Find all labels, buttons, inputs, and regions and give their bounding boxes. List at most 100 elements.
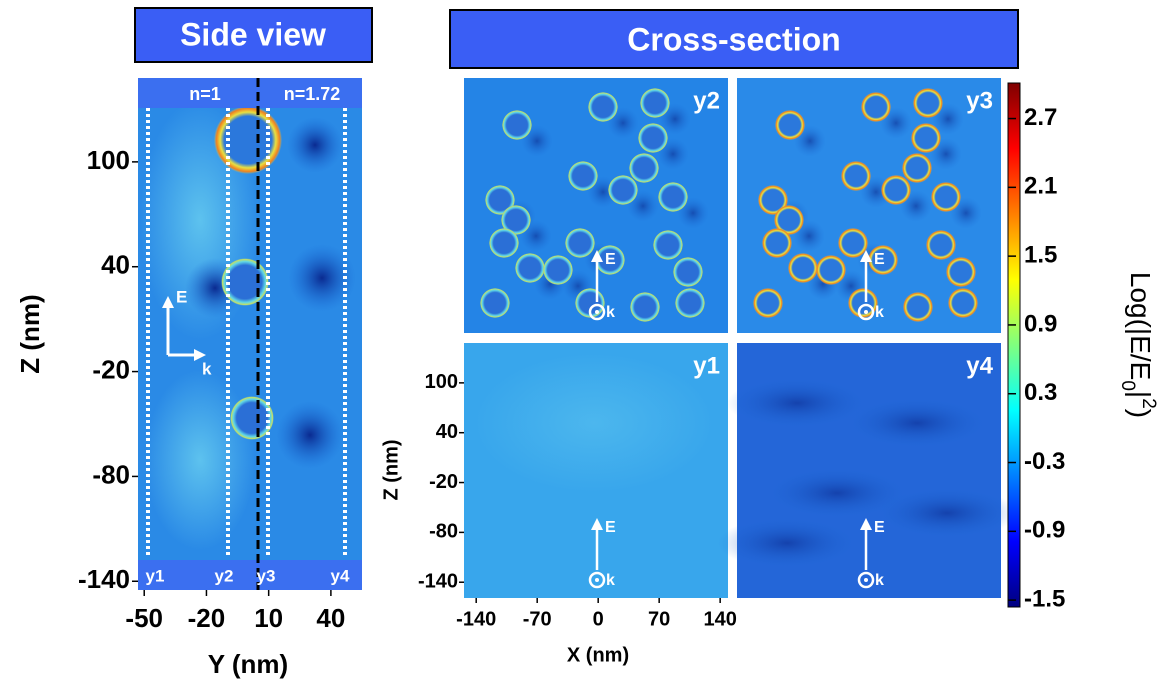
particle bbox=[775, 110, 805, 140]
panel-label: y4 bbox=[966, 352, 993, 379]
particle bbox=[841, 161, 871, 191]
side-title: Side view bbox=[180, 16, 326, 52]
field-e: E bbox=[874, 251, 885, 268]
cut-lines bbox=[146, 108, 347, 558]
colorbar-tick-label: 0.9 bbox=[1024, 310, 1057, 337]
colorbar bbox=[1007, 82, 1021, 608]
field-k: k bbox=[606, 572, 615, 589]
field-spot bbox=[877, 488, 1017, 538]
particle bbox=[931, 182, 961, 212]
field-arrow-head bbox=[860, 518, 872, 530]
field-e: E bbox=[176, 287, 187, 306]
particle bbox=[565, 228, 595, 258]
x-tick-label: 0 bbox=[593, 608, 604, 630]
field-spot bbox=[717, 518, 857, 568]
particle bbox=[774, 205, 804, 235]
medium-label: n=1.72 bbox=[284, 84, 341, 104]
label-part: 2 bbox=[1138, 398, 1159, 409]
particle bbox=[658, 182, 688, 212]
x-tick-label: -50 bbox=[125, 603, 163, 633]
k-dot bbox=[595, 578, 599, 582]
particle bbox=[762, 228, 792, 258]
particle bbox=[848, 288, 878, 318]
x-tick-label: 140 bbox=[703, 608, 736, 630]
particle bbox=[214, 106, 282, 174]
colorbar-tick-label: 0.3 bbox=[1024, 379, 1057, 406]
field-spot bbox=[276, 401, 344, 469]
y-tick-label: -20 bbox=[429, 471, 458, 493]
particle bbox=[913, 88, 943, 118]
particle bbox=[630, 292, 660, 322]
colorbar-tick-label: 1.5 bbox=[1024, 241, 1057, 268]
field-spot bbox=[727, 378, 867, 428]
x-axis-title: X (nm) bbox=[567, 644, 629, 666]
y-tick-label: -80 bbox=[429, 521, 458, 543]
title-box bbox=[134, 7, 373, 63]
field-glow bbox=[145, 370, 255, 550]
y-axis-title: Z (nm) bbox=[15, 294, 45, 373]
x-tick-label: -20 bbox=[188, 603, 226, 633]
panel-label: y3 bbox=[966, 87, 993, 114]
y-tick-label: -140 bbox=[418, 570, 458, 592]
particle bbox=[485, 185, 515, 215]
particle bbox=[629, 153, 659, 183]
colorbar-tick-label: 2.7 bbox=[1024, 104, 1057, 131]
field-glow bbox=[474, 353, 714, 493]
colorbar-label: Log(|E/E0|2) bbox=[1117, 272, 1159, 418]
field-e: E bbox=[605, 251, 616, 268]
particle bbox=[588, 92, 618, 122]
field-spot bbox=[847, 398, 987, 448]
x-tick-label: 70 bbox=[648, 608, 670, 630]
particle bbox=[568, 161, 598, 191]
particle bbox=[501, 205, 531, 235]
y-tick-label: -140 bbox=[78, 564, 130, 594]
particle bbox=[675, 288, 705, 318]
field-k: k bbox=[875, 304, 884, 321]
label-part: 0 bbox=[1117, 380, 1138, 391]
particle bbox=[788, 253, 818, 283]
cross-title: Cross-section bbox=[627, 21, 840, 57]
particle bbox=[595, 245, 625, 275]
particle bbox=[816, 255, 846, 285]
field-arrows bbox=[162, 296, 206, 361]
particle bbox=[902, 153, 932, 183]
particle bbox=[230, 396, 274, 440]
field-k: k bbox=[875, 572, 884, 589]
particle bbox=[673, 257, 703, 287]
field-k: k bbox=[202, 359, 212, 378]
particle bbox=[868, 245, 898, 275]
particle bbox=[515, 253, 545, 283]
colorbar-tick-label: -0.3 bbox=[1024, 448, 1065, 475]
line-label: y4 bbox=[331, 566, 350, 585]
particle bbox=[911, 123, 941, 153]
label-part: Log(|E/E bbox=[1125, 272, 1156, 380]
y-tick-label: -20 bbox=[92, 354, 130, 384]
field-arrow-head bbox=[860, 250, 872, 262]
y-axis-title: Z (nm) bbox=[380, 439, 402, 500]
particle bbox=[502, 110, 532, 140]
y-tick-label: 100 bbox=[425, 371, 458, 393]
y-tick-label: 100 bbox=[87, 145, 130, 175]
field-arrow-head bbox=[591, 250, 603, 262]
k-symbol bbox=[588, 571, 606, 589]
panel-label: y2 bbox=[693, 87, 720, 114]
medium-band bbox=[138, 78, 362, 108]
line-label: y2 bbox=[215, 566, 234, 585]
line-band bbox=[138, 560, 362, 590]
line-label: y3 bbox=[257, 566, 276, 585]
cross-panels: y2 Ek y3 Ek y1 Ek y4 Ek bbox=[464, 78, 1017, 598]
particle bbox=[926, 230, 956, 260]
x-axis-title: Y (nm) bbox=[208, 649, 288, 679]
k-dot bbox=[864, 310, 868, 314]
colorbar-tick-label: 2.1 bbox=[1024, 173, 1057, 200]
field-arrow-head bbox=[591, 518, 603, 530]
y-tick-label: 40 bbox=[436, 421, 458, 443]
field-e: E bbox=[605, 519, 616, 536]
particle bbox=[480, 288, 510, 318]
k-symbol bbox=[857, 571, 875, 589]
field-spot bbox=[767, 468, 907, 518]
x-tick-label: -140 bbox=[456, 608, 496, 630]
colorbar-tick-label: -0.9 bbox=[1024, 517, 1065, 544]
medium-label: n=1 bbox=[189, 84, 221, 104]
